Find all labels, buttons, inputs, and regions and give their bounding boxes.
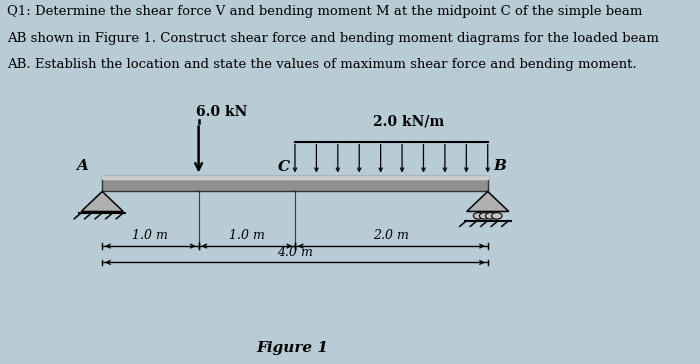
- Text: Figure 1: Figure 1: [256, 341, 328, 355]
- Text: A: A: [76, 159, 88, 173]
- Text: AB shown in Figure 1. Construct shear force and bending moment diagrams for the : AB shown in Figure 1. Construct shear fo…: [7, 32, 659, 45]
- Circle shape: [491, 213, 502, 219]
- Polygon shape: [81, 191, 123, 211]
- Text: 6.0 kN: 6.0 kN: [196, 105, 247, 119]
- Text: 1.0 m: 1.0 m: [132, 229, 168, 242]
- Text: AB. Establish the location and state the values of maximum shear force and bendi: AB. Establish the location and state the…: [7, 58, 636, 71]
- Circle shape: [473, 213, 484, 219]
- Text: 4.0 m: 4.0 m: [277, 246, 313, 259]
- Text: 2.0 kN/m: 2.0 kN/m: [373, 115, 444, 129]
- Polygon shape: [467, 191, 509, 211]
- Text: 1.0 m: 1.0 m: [229, 229, 265, 242]
- FancyBboxPatch shape: [102, 176, 488, 191]
- Text: C: C: [278, 161, 290, 174]
- Circle shape: [480, 213, 490, 219]
- Text: Q1: Determine the shear force V and bending moment M at the midpoint C of the si: Q1: Determine the shear force V and bend…: [7, 5, 643, 19]
- Circle shape: [486, 213, 496, 219]
- Text: 2.0 m: 2.0 m: [373, 229, 410, 242]
- Text: B: B: [494, 159, 507, 173]
